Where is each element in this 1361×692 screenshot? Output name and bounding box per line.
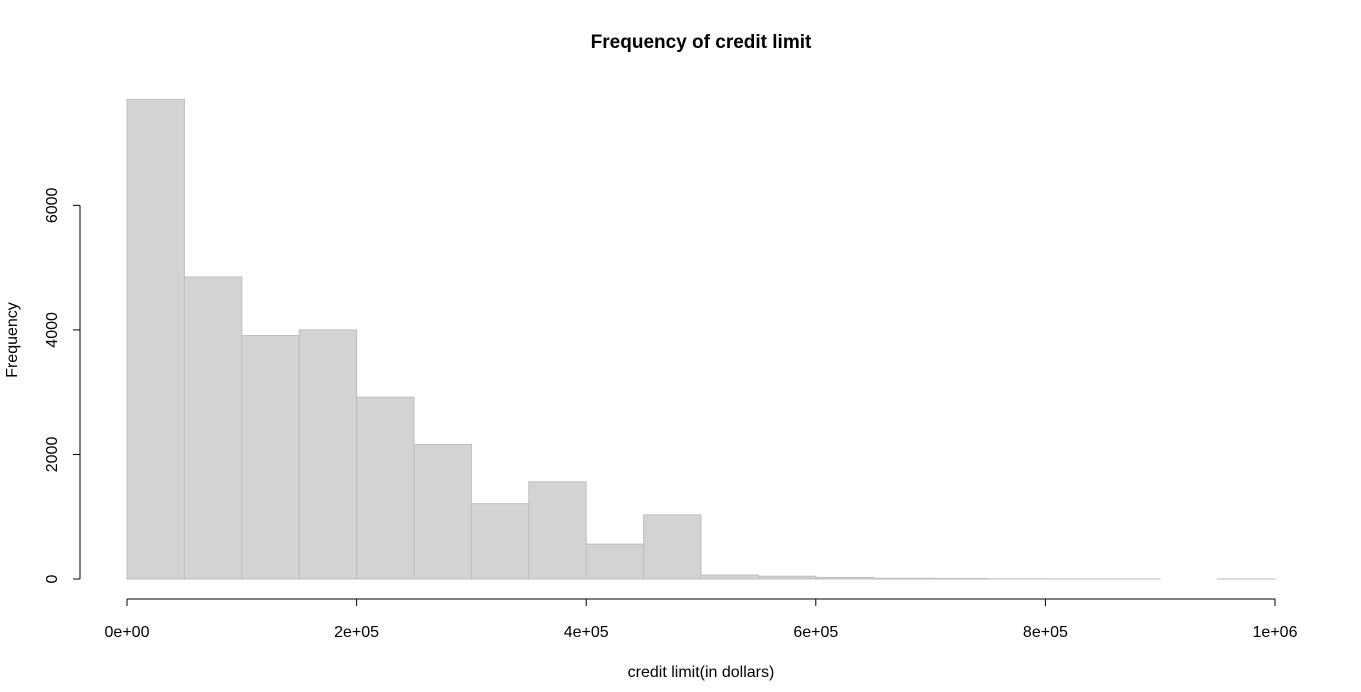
x-tick-label: 4e+05 (564, 624, 609, 641)
histogram-bar (413, 443, 472, 580)
x-tick-label: 8e+05 (1023, 624, 1068, 641)
histogram-bar (643, 514, 702, 580)
y-axis-label: Frequency (4, 302, 21, 378)
x-tick-label: 0e+00 (105, 624, 150, 641)
y-axis: 0 2000 4000 6000 (44, 187, 81, 583)
x-tick-label: 6e+05 (793, 624, 838, 641)
histogram-bar (815, 576, 874, 580)
x-tick-label: 2e+05 (334, 624, 379, 641)
y-tick-label: 4000 (44, 312, 61, 348)
histogram-bar (356, 396, 415, 580)
chart-title: Frequency of credit limit (591, 32, 812, 53)
histogram-bar (470, 503, 530, 580)
y-tick-label: 0 (44, 574, 61, 583)
histogram-bar (298, 329, 358, 580)
histogram-bar (528, 481, 587, 580)
x-axis-label: credit limit(in dollars) (628, 664, 775, 681)
histogram-bar (872, 577, 932, 580)
histogram-bar (126, 99, 185, 580)
histogram-bar (183, 276, 243, 580)
histogram-bar (241, 335, 300, 580)
x-tick-label: 1e+06 (1253, 624, 1298, 641)
y-tick-label: 2000 (44, 437, 61, 473)
histogram-bars (126, 99, 1276, 580)
histogram-bar (700, 574, 759, 580)
x-axis: 0e+00 2e+05 4e+05 6e+05 8e+05 1e+06 (105, 598, 1298, 641)
histogram-bar (757, 575, 817, 580)
histogram-bar (585, 543, 645, 580)
y-tick-label: 6000 (44, 187, 61, 223)
histogram-bar (930, 577, 989, 580)
